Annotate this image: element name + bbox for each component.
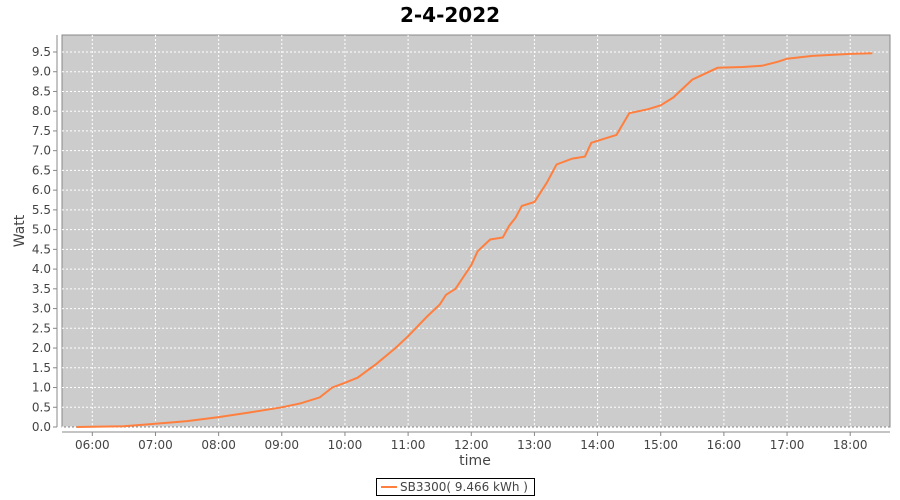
x-tick-label: 18:00: [833, 438, 868, 452]
legend: SB3300( 9.466 kWh ): [376, 478, 535, 496]
x-tick-label: 08:00: [201, 438, 236, 452]
x-tick-label: 13:00: [517, 438, 552, 452]
y-tick-label: 6.0: [32, 183, 51, 197]
y-tick-label: 5.5: [32, 203, 51, 217]
y-tick-label: 8.5: [32, 84, 51, 98]
y-tick-label: 1.5: [32, 361, 51, 375]
y-tick-label: 1.0: [32, 381, 51, 395]
y-tick-label: 6.5: [32, 163, 51, 177]
y-tick-label: 0.5: [32, 400, 51, 414]
y-tick-label: 7.0: [32, 144, 51, 158]
x-tick-label: 12:00: [454, 438, 489, 452]
y-tick-label: 2.5: [32, 321, 51, 335]
y-tick-label: 4.5: [32, 242, 51, 256]
chart-title: 2-4-2022: [400, 3, 500, 27]
x-tick-label: 10:00: [328, 438, 363, 452]
x-tick-label: 14:00: [580, 438, 615, 452]
series-line-sb3300: [76, 52, 873, 428]
y-tick-label: 3.0: [32, 302, 51, 316]
plot-area: [61, 34, 891, 428]
y-tick-label: 8.0: [32, 104, 51, 118]
y-tick-label: 3.5: [32, 282, 51, 296]
x-tick-label: 17:00: [770, 438, 805, 452]
y-tick-label: 9.0: [32, 65, 51, 79]
legend-swatch: [381, 486, 397, 488]
legend-label: SB3300( 9.466 kWh ): [400, 480, 528, 494]
x-axis-label: time: [459, 453, 491, 469]
y-tick-label: 0.0: [32, 420, 51, 434]
x-tick-label: 16:00: [707, 438, 742, 452]
x-tick-label: 07:00: [138, 438, 173, 452]
y-axis-label: Watt: [12, 214, 28, 247]
y-tick-label: 2.0: [32, 341, 51, 355]
y-tick-label: 5.0: [32, 223, 51, 237]
x-tick-label: 06:00: [75, 438, 110, 452]
x-tick-label: 09:00: [264, 438, 299, 452]
y-tick-label: 7.5: [32, 124, 51, 138]
x-tick-label: 11:00: [391, 438, 426, 452]
x-tick-label: 15:00: [643, 438, 678, 452]
y-tick-label: 4.0: [32, 262, 51, 276]
y-tick-label: 9.5: [32, 45, 51, 59]
